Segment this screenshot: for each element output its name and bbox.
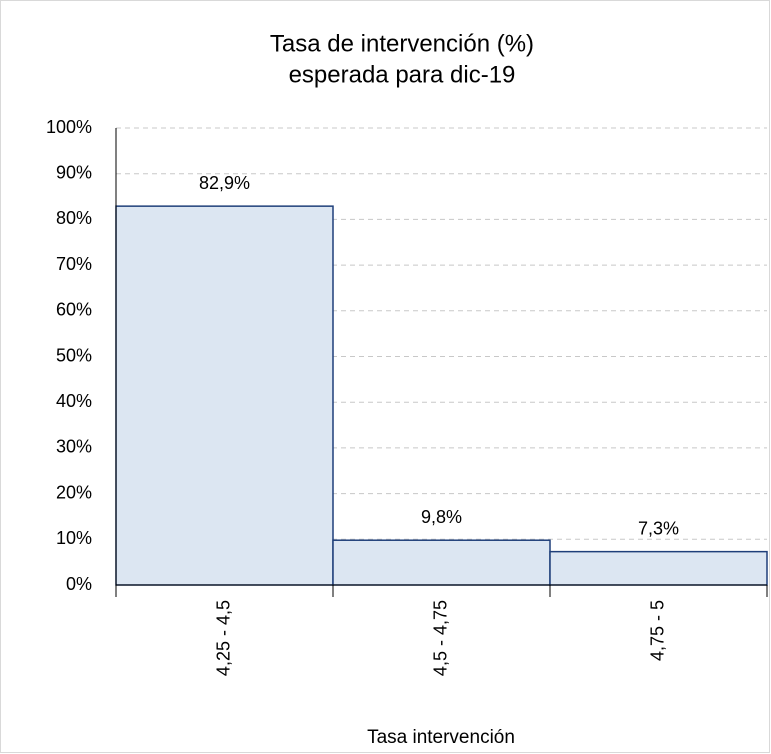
bar bbox=[332, 539, 551, 586]
data-label: 7,3% bbox=[638, 518, 679, 538]
x-tick-label: 4,5 - 4,75 bbox=[430, 600, 450, 676]
bar bbox=[549, 550, 768, 586]
y-tick-label: 70% bbox=[56, 254, 92, 274]
x-axis-title: Tasa intervención bbox=[367, 727, 515, 748]
chart-title: Tasa de intervención (%) bbox=[270, 30, 534, 57]
y-tick-label: 60% bbox=[56, 300, 92, 320]
chart-title: esperada para dic-19 bbox=[289, 61, 516, 88]
x-tick-label: 4,75 - 5 bbox=[647, 600, 667, 661]
data-label: 9,8% bbox=[421, 507, 462, 527]
y-tick-label: 20% bbox=[56, 482, 92, 502]
y-tick-label: 40% bbox=[56, 391, 92, 411]
y-tick-label: 50% bbox=[56, 345, 92, 365]
y-tick-label: 90% bbox=[56, 162, 92, 182]
y-tick-label: 30% bbox=[56, 437, 92, 457]
x-tick-label: 4,25 - 4,5 bbox=[213, 600, 233, 676]
y-tick-label: 80% bbox=[56, 208, 92, 228]
data-label: 82,9% bbox=[199, 173, 250, 193]
y-tick-label: 100% bbox=[46, 117, 92, 137]
y-tick-label: 10% bbox=[56, 528, 92, 548]
bar bbox=[115, 205, 334, 586]
y-tick-label: 0% bbox=[66, 574, 92, 594]
